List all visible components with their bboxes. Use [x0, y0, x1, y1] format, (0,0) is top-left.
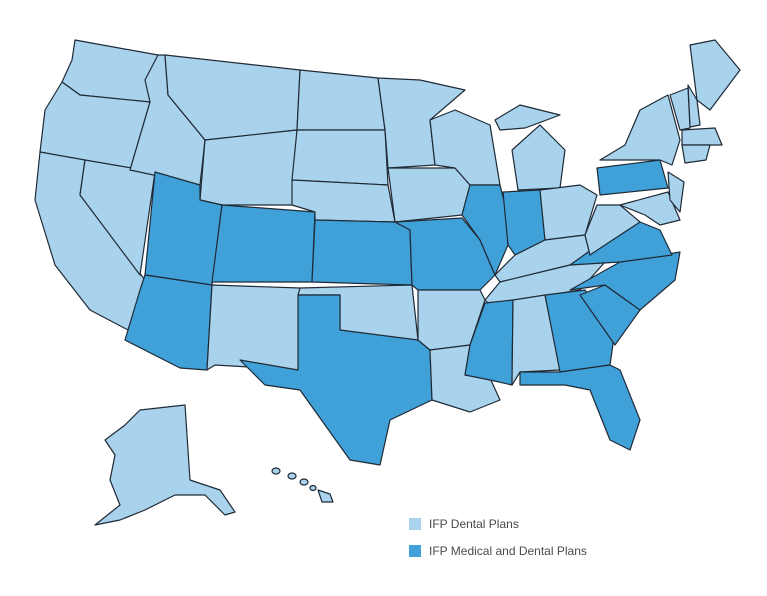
state — [619, 191, 681, 226]
state — [519, 364, 641, 451]
state — [199, 129, 298, 206]
legend-label: IFP Dental Plans — [429, 517, 519, 531]
state — [681, 144, 711, 164]
state — [206, 284, 301, 371]
state — [511, 294, 561, 386]
state — [271, 467, 334, 503]
state — [311, 219, 413, 286]
state — [584, 204, 641, 256]
legend-label: IFP Medical and Dental Plans — [429, 544, 587, 558]
state — [387, 167, 471, 223]
state — [461, 184, 509, 276]
state — [669, 87, 691, 131]
state — [494, 104, 561, 131]
state — [511, 124, 566, 191]
state — [296, 69, 386, 131]
legend: IFP Dental Plans IFP Medical and Dental … — [409, 517, 587, 558]
state — [681, 127, 723, 146]
states — [34, 39, 741, 526]
state — [539, 184, 598, 241]
state — [291, 129, 389, 186]
state — [239, 294, 433, 466]
state — [599, 94, 681, 166]
state — [689, 39, 741, 111]
legend-swatch — [409, 518, 421, 530]
legend-swatch — [409, 545, 421, 557]
state — [596, 159, 669, 196]
state — [94, 404, 236, 526]
state — [211, 204, 316, 283]
state — [667, 171, 685, 213]
